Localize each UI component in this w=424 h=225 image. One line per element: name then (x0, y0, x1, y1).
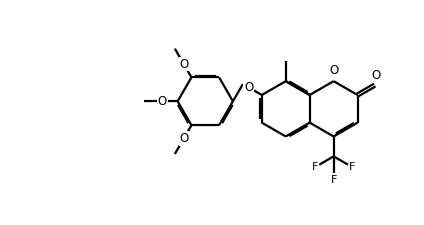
Text: O: O (158, 95, 167, 108)
Text: F: F (330, 175, 337, 184)
Text: F: F (312, 162, 318, 172)
Text: O: O (179, 132, 188, 145)
Text: O: O (371, 69, 381, 82)
Text: F: F (349, 162, 355, 172)
Text: O: O (329, 65, 338, 77)
Text: O: O (179, 58, 188, 71)
Text: O: O (244, 81, 253, 94)
